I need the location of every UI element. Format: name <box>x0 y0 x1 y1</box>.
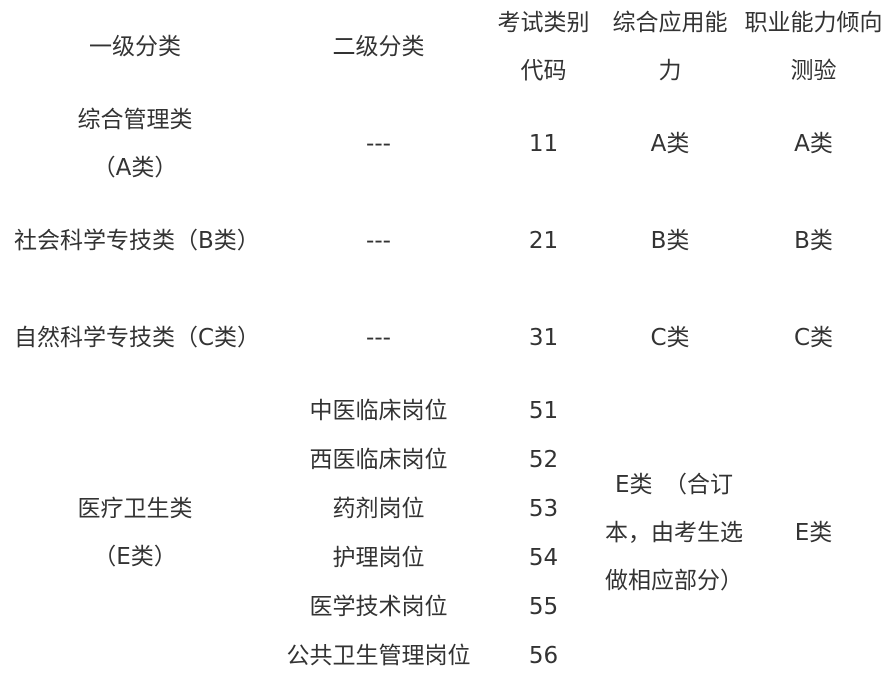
header-level1: 一级分类 <box>89 33 181 60</box>
table-row: 护理岗位 54 <box>0 533 887 582</box>
level1-cell: 自然科学专技类（C类） <box>14 324 261 351</box>
table-row: 自然科学专技类（C类） --- 31 C类 C类 <box>0 289 887 386</box>
level2-cell: 西医临床岗位 <box>309 446 448 473</box>
level2-cell: 医学技术岗位 <box>309 593 448 620</box>
header-aptitude: 职业能力倾向测验 <box>744 9 883 84</box>
aptitude-cell: A类 <box>794 130 833 157</box>
level2-cell: --- <box>366 130 391 157</box>
applied-cell: A类 <box>650 130 690 157</box>
level1-cell: 医疗卫生类（E类） <box>77 496 193 570</box>
applied-cell: E类 （合订本，由考生选做相应部分） <box>600 386 743 680</box>
table-row: 社会科学专技类（B类） --- 21 B类 B类 <box>0 192 887 289</box>
code-cell: 52 <box>528 446 559 473</box>
table-row: 西医临床岗位 52 <box>0 435 887 484</box>
level2-cell: --- <box>366 324 391 351</box>
level2-cell: 药剂岗位 <box>332 495 425 522</box>
applied-cell: B类 <box>650 227 690 254</box>
aptitude-cell: C类 <box>793 324 834 351</box>
applied-text: E类 （合订本，由考生选做相应部分） <box>605 472 743 594</box>
code-cell: 55 <box>528 593 559 620</box>
level2-cell: 公共卫生管理岗位 <box>286 642 471 669</box>
code-cell: 53 <box>528 495 559 522</box>
header-code: 考试类别代码 <box>497 9 590 84</box>
level1-cell: 综合管理类（A类） <box>77 106 193 181</box>
table-row: 公共卫生管理岗位 56 <box>0 631 887 680</box>
level2-cell: --- <box>366 227 391 254</box>
code-cell: 56 <box>528 642 559 669</box>
table-row: 药剂岗位 53 <box>0 484 887 533</box>
aptitude-cell: B类 <box>794 227 833 254</box>
level2-cell: 中医临床岗位 <box>309 397 448 424</box>
code-cell: 54 <box>528 544 559 571</box>
header-level2: 二级分类 <box>332 33 425 60</box>
aptitude-cell: E类 <box>794 520 833 546</box>
table-row: 医疗卫生类（E类） 中医临床岗位 51 E类 （合订本，由考生选做相应部分） E… <box>0 386 887 595</box>
header-row: 一级分类 二级分类 考试类别代码 综合应用能力 职业能力倾向测验 <box>0 0 887 95</box>
code-cell: 11 <box>528 130 559 157</box>
code-cell: 21 <box>528 227 559 254</box>
level1-cell: 社会科学专技类（B类） <box>14 227 260 254</box>
level2-cell: 护理岗位 <box>332 544 425 571</box>
code-cell: 31 <box>528 324 559 351</box>
table-row: 综合管理类（A类） --- 11 A类 A类 <box>0 95 887 192</box>
header-applied: 综合应用能力 <box>612 9 728 84</box>
applied-cell: C类 <box>650 324 690 351</box>
table-row: 医学技术岗位 55 <box>0 582 887 631</box>
code-cell: 51 <box>528 397 559 424</box>
